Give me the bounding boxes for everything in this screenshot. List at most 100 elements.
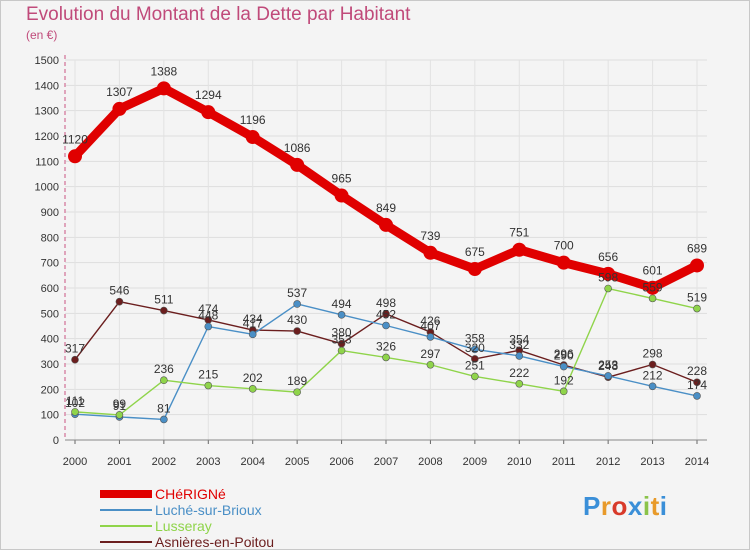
data-point	[426, 333, 435, 341]
y-tick-label: 1000	[35, 182, 59, 194]
data-label: 102	[65, 396, 85, 410]
data-point	[248, 330, 257, 339]
data-point	[471, 345, 479, 354]
logo-letter: i	[642, 491, 651, 521]
data-label: 1196	[240, 113, 266, 127]
data-point	[467, 262, 482, 276]
data-point	[423, 245, 438, 260]
legend-label: CHéRIGNé	[155, 486, 226, 502]
data-label: 430	[287, 313, 307, 327]
data-label: 248	[598, 359, 618, 373]
data-point	[160, 306, 168, 315]
data-label: 202	[243, 371, 263, 385]
legend-label: Luché-sur-Brioux	[155, 502, 262, 518]
x-tick-label: 2012	[596, 456, 620, 468]
data-label: 849	[376, 201, 396, 215]
chart-unit: (en €)	[26, 28, 58, 42]
legend-swatch	[100, 509, 152, 511]
y-tick-label: 0	[53, 435, 59, 447]
data-point	[379, 217, 393, 232]
x-tick-label: 2004	[240, 456, 264, 468]
legend-label: Asnières-en-Poitou	[155, 534, 275, 550]
data-point	[382, 310, 390, 318]
data-label: 251	[465, 358, 485, 372]
legend-label: Lusseray	[155, 518, 212, 534]
chart-title: Evolution du Montant de la Dette par Hab…	[26, 4, 411, 25]
data-label: 1294	[195, 88, 222, 102]
data-label: 519	[687, 291, 707, 305]
y-tick-label: 700	[41, 258, 59, 270]
data-label: 317	[65, 342, 85, 356]
data-label: 546	[109, 284, 129, 298]
data-label: 320	[465, 341, 485, 355]
y-tick-label: 100	[41, 410, 59, 422]
logo-letter: i	[659, 491, 668, 521]
data-label: 448	[198, 309, 218, 323]
data-label: 81	[157, 401, 171, 415]
data-label: 537	[287, 286, 307, 300]
data-point	[71, 408, 79, 416]
data-point	[201, 105, 216, 120]
data-label: 559	[643, 280, 663, 294]
x-tick-label: 2009	[463, 456, 487, 468]
data-label: 298	[643, 347, 663, 361]
data-point	[71, 355, 79, 364]
data-label: 474	[198, 302, 218, 316]
data-point	[426, 360, 435, 369]
x-tick-label: 2001	[107, 456, 131, 468]
data-label: 598	[598, 271, 618, 285]
data-point	[337, 311, 346, 319]
data-label: 739	[420, 229, 440, 243]
y-tick-label: 1500	[35, 55, 59, 67]
data-point	[648, 294, 657, 303]
data-point	[559, 387, 568, 396]
data-label: 498	[376, 296, 396, 310]
x-tick-label: 2011	[552, 456, 576, 468]
y-tick-label: 300	[41, 359, 59, 371]
data-label: 452	[376, 307, 396, 321]
data-label: 332	[509, 338, 529, 352]
data-point	[559, 362, 568, 371]
data-point	[160, 415, 168, 424]
logo-letter: r	[600, 491, 612, 521]
data-label: 91	[113, 399, 127, 413]
data-label: 326	[376, 339, 396, 353]
data-label: 380	[332, 326, 352, 340]
x-tick-label: 2003	[196, 456, 220, 468]
data-label: 751	[509, 226, 529, 240]
data-point	[204, 322, 213, 331]
data-point	[648, 360, 657, 369]
y-tick-label: 600	[41, 283, 59, 295]
data-label: 253	[598, 358, 618, 372]
data-point	[115, 411, 124, 419]
data-point	[293, 327, 301, 335]
data-point	[204, 381, 213, 390]
logo-letter: x	[627, 491, 643, 521]
data-label: 689	[687, 241, 707, 255]
x-tick-label: 2010	[507, 456, 531, 468]
data-point	[382, 353, 390, 362]
data-label: 511	[154, 293, 173, 307]
data-point	[515, 379, 524, 388]
data-label: 965	[332, 172, 352, 186]
data-point	[160, 376, 168, 385]
data-point	[693, 378, 701, 387]
data-point	[693, 392, 701, 400]
data-label: 215	[198, 368, 218, 382]
data-point	[115, 297, 124, 306]
data-point	[334, 188, 349, 203]
data-point	[156, 81, 171, 96]
data-label: 192	[554, 373, 574, 387]
y-tick-label: 200	[41, 384, 59, 396]
x-tick-label: 2013	[640, 456, 664, 468]
data-point	[68, 149, 82, 164]
data-point	[693, 304, 701, 313]
data-point	[690, 258, 704, 273]
logo-letter: o	[611, 491, 628, 521]
data-label: 354	[509, 332, 529, 346]
data-label: 700	[554, 239, 574, 253]
data-point	[515, 352, 524, 360]
data-label: 407	[420, 319, 440, 333]
y-tick-label: 800	[41, 232, 59, 244]
